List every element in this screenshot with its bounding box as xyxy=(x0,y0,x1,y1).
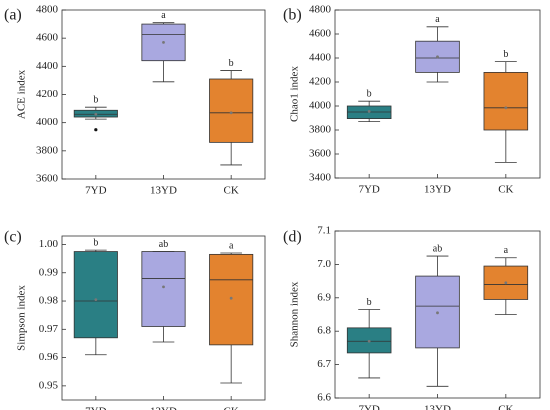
y-tick-label: 4000 xyxy=(36,116,59,128)
significance-letter: b xyxy=(93,237,98,248)
mean-marker xyxy=(367,339,371,343)
y-tick-label: 0.97 xyxy=(39,323,59,335)
y-tick-label: 4800 xyxy=(309,4,332,16)
y-tick-label: 6.7 xyxy=(317,358,331,370)
significance-letter: b xyxy=(367,297,372,308)
significance-letter: ab xyxy=(159,239,168,250)
y-axis-label: ACE index xyxy=(16,69,28,119)
significance-letter: b xyxy=(229,58,234,69)
box xyxy=(209,78,254,143)
y-tick-label: 0.95 xyxy=(39,379,59,391)
y-tick-label: 3800 xyxy=(36,144,59,156)
significance-letter: a xyxy=(229,240,234,251)
panel-label: (c) xyxy=(4,229,22,246)
mean-marker xyxy=(229,296,233,300)
x-tick-label: 13YD xyxy=(424,404,451,410)
y-tick-label: 6.6 xyxy=(317,392,331,404)
y-tick-label: 4600 xyxy=(309,28,332,40)
x-tick-label: CK xyxy=(224,406,239,410)
y-tick-label: 0.96 xyxy=(39,351,59,363)
panel-label: (a) xyxy=(4,7,22,24)
significance-letter: ab xyxy=(433,243,442,254)
plot-frame xyxy=(334,9,541,179)
panel-label: (d) xyxy=(283,229,302,246)
box xyxy=(73,251,118,339)
significance-letter: b xyxy=(93,94,98,105)
mean-marker xyxy=(162,285,165,289)
mean-marker xyxy=(504,106,508,110)
significance-letter: a xyxy=(504,245,509,256)
mean-marker xyxy=(94,112,98,116)
y-tick-label: 3800 xyxy=(309,124,332,136)
box xyxy=(209,253,254,346)
y-axis-label: Chao1 index xyxy=(289,66,301,122)
y-tick-label: 7.1 xyxy=(317,225,331,237)
significance-letter: b xyxy=(367,88,372,99)
y-tick-label: 3600 xyxy=(309,148,332,160)
y-tick-label: 4000 xyxy=(309,100,332,112)
outlier xyxy=(94,128,98,132)
x-tick-label: 13YD xyxy=(424,184,451,196)
y-tick-label: 3600 xyxy=(36,173,59,185)
mean-marker xyxy=(367,110,371,113)
mean-marker xyxy=(504,281,508,285)
mean-marker xyxy=(229,111,233,115)
y-tick-label: 4200 xyxy=(36,88,59,100)
y-tick-label: 4800 xyxy=(36,4,59,16)
y-tick-label: 6.9 xyxy=(317,291,331,303)
mean-marker xyxy=(162,40,165,44)
x-tick-label: 13YD xyxy=(150,406,177,410)
y-tick-label: 6.8 xyxy=(317,325,331,337)
panel-label: (b) xyxy=(283,7,302,24)
significance-letter: a xyxy=(435,14,440,25)
x-tick-label: 7YD xyxy=(85,406,106,410)
y-tick-label: 4400 xyxy=(309,52,332,64)
y-tick-label: 4200 xyxy=(309,76,332,88)
y-tick-label: 1.00 xyxy=(39,238,59,250)
plot-frame xyxy=(61,235,266,401)
x-tick-label: 7YD xyxy=(85,185,106,197)
x-tick-label: CK xyxy=(498,404,513,410)
mean-marker xyxy=(436,311,439,315)
y-axis-label: Shannon index xyxy=(289,281,301,347)
significance-letter: b xyxy=(503,49,508,60)
x-tick-label: CK xyxy=(224,185,239,197)
plot-frame xyxy=(61,9,266,180)
y-tick-label: 0.98 xyxy=(39,295,59,307)
significance-letter: a xyxy=(161,10,166,21)
y-axis-label: Simpson index xyxy=(16,285,28,351)
x-tick-label: CK xyxy=(498,184,513,196)
y-tick-label: 4400 xyxy=(36,60,59,72)
x-tick-label: 7YD xyxy=(358,404,379,410)
mean-marker xyxy=(94,298,98,302)
box xyxy=(483,72,529,131)
y-tick-label: 0.99 xyxy=(39,266,59,278)
plot-frame xyxy=(334,230,541,399)
y-tick-label: 7.0 xyxy=(317,258,331,270)
box xyxy=(141,251,186,327)
y-tick-label: 3400 xyxy=(309,172,332,184)
y-tick-label: 4600 xyxy=(36,32,59,44)
mean-marker xyxy=(436,55,439,59)
x-tick-label: 13YD xyxy=(150,185,177,197)
x-tick-label: 7YD xyxy=(358,184,379,196)
